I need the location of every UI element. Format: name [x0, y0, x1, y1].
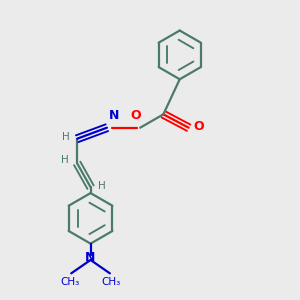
Text: CH₃: CH₃ [60, 277, 80, 287]
Text: H: H [98, 181, 106, 191]
Text: O: O [193, 120, 204, 133]
Text: N: N [85, 251, 96, 264]
Text: O: O [130, 110, 141, 122]
Text: H: H [62, 132, 70, 142]
Text: N: N [109, 110, 119, 122]
Text: H: H [61, 155, 68, 165]
Text: CH₃: CH₃ [102, 277, 121, 287]
